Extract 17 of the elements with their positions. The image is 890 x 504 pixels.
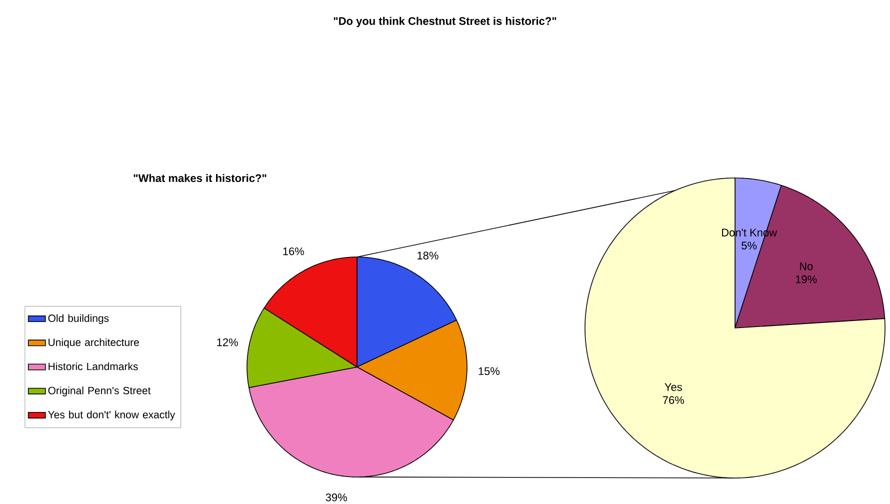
data-label: 76% xyxy=(662,396,684,404)
data-label: 39% xyxy=(326,493,347,502)
data-label: 19% xyxy=(796,275,817,284)
data-label: 12% xyxy=(217,338,238,346)
slice-label: No xyxy=(800,262,813,270)
slice-label: Yes xyxy=(664,383,682,391)
data-label: 18% xyxy=(418,252,438,260)
legend-label: Historic Landmarks xyxy=(48,362,138,370)
data-label: 5% xyxy=(742,242,757,250)
legend-label: Original Penn's Street xyxy=(48,386,151,396)
data-label: 15% xyxy=(478,367,500,376)
legend-label: Yes but don't' know exactly xyxy=(48,410,176,420)
legend-label: Old buildings xyxy=(48,314,109,324)
text: "Do you think Chestnut Street is historic?" xyxy=(334,16,556,28)
legend-label: Unique architecture xyxy=(48,338,139,348)
data-label: 16% xyxy=(283,247,304,256)
chart-title: "What makes it historic?" xyxy=(134,174,266,182)
